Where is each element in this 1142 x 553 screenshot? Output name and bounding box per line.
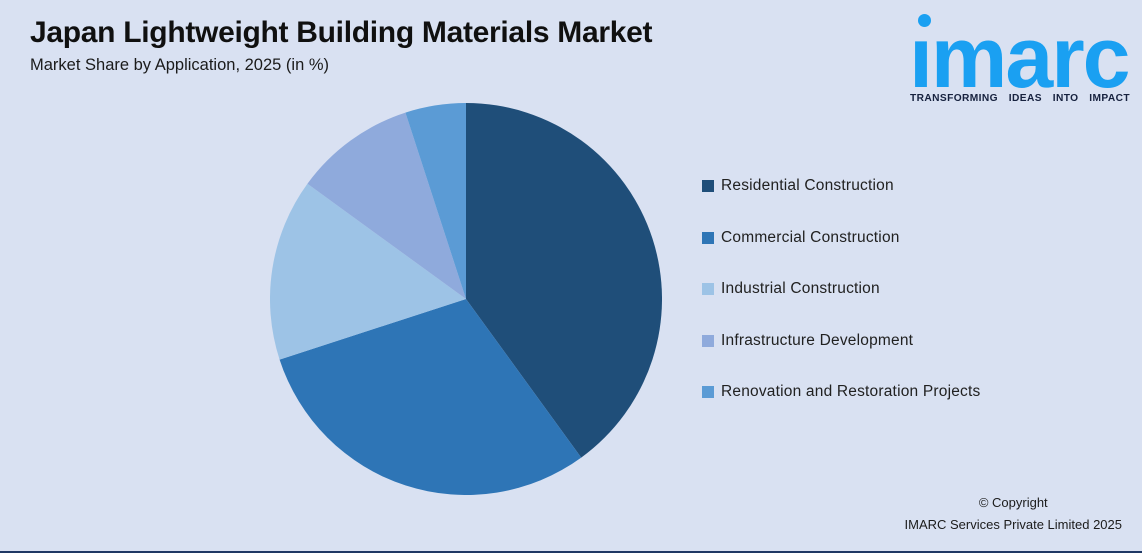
legend-item-renovation-and-restoration-projects: Renovation and Restoration Projects: [702, 380, 980, 404]
legend-label: Renovation and Restoration Projects: [721, 383, 981, 401]
legend-label: Residential Construction: [721, 177, 894, 194]
pie-slice-infrastructure-development: [307, 112, 466, 299]
pie-slice-commercial-construction: [279, 299, 582, 495]
imarc-logo-tagline: TRANSFORMING IDEAS INTO IMPACT: [910, 93, 1130, 104]
legend-swatch-icon: [702, 386, 714, 399]
imarc-logo-wordmark: ımarc: [909, 10, 1130, 106]
bottom-accent-bar: [0, 551, 1142, 553]
pie-chart-svg: [270, 103, 662, 495]
pie-chart: [270, 103, 662, 495]
imarc-logo: ımarc TRANSFORMING IDEAS INTO IMPACT: [909, 10, 1131, 106]
copyright-notice: © Copyright IMARC Services Private Limit…: [905, 492, 1122, 536]
pie-slice-industrial-construction: [270, 183, 466, 360]
pie-slice-renovation-and-restoration-projects: [405, 103, 466, 299]
copyright-line1: © Copyright: [978, 495, 1048, 511]
legend-swatch-icon: [702, 231, 714, 244]
legend-label: Commercial Construction: [721, 228, 900, 246]
legend-item-industrial-construction: Industrial Construction: [702, 277, 980, 301]
legend-item-residential-construction: Residential Construction: [702, 174, 980, 198]
pie-slice-residential-construction: [466, 103, 662, 458]
legend-swatch-icon: [702, 180, 714, 192]
legend-item-infrastructure-development: Infrastructure Development: [702, 329, 980, 353]
legend-swatch-icon: [702, 334, 714, 347]
imarc-logo-dot-icon: [918, 14, 931, 27]
header: Japan Lightweight Building Materials Mar…: [30, 16, 652, 75]
page-subtitle: Market Share by Application, 2025 (in %): [30, 56, 329, 74]
legend-label: Infrastructure Development: [721, 331, 914, 349]
chart-legend: Residential Construction Commercial Const…: [702, 174, 980, 432]
legend-item-commercial-construction: Commercial Construction: [702, 226, 980, 250]
page-title: Japan Lightweight Building Materials Mar…: [30, 16, 653, 49]
legend-swatch-icon: [702, 283, 714, 296]
copyright-line2: IMARC Services Private Limited 2025: [904, 517, 1122, 533]
legend-label: Industrial Construction: [721, 280, 880, 298]
